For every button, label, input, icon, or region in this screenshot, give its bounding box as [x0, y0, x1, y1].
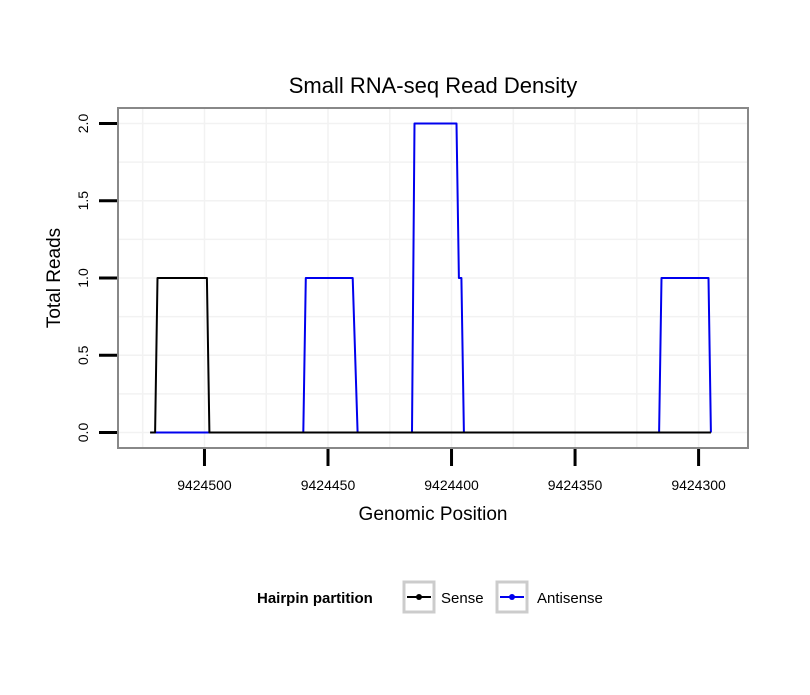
series-lines — [150, 122, 712, 434]
x-axis-label: Genomic Position — [359, 504, 508, 525]
legend: Hairpin partition Sense Antisense — [257, 580, 603, 614]
legend-item-sense: Sense — [402, 580, 484, 614]
y-tick-label-3: 1.5 — [75, 191, 91, 211]
x-tick-label-3: 9424350 — [548, 477, 603, 493]
x-tick-label-0: 9424500 — [177, 477, 232, 493]
series-line-sense — [150, 277, 711, 434]
grid — [118, 108, 748, 448]
x-axis: 9424500 9424450 9424400 9424350 9424300 — [177, 449, 726, 493]
chart-title: Small RNA-seq Read Density — [289, 73, 578, 98]
legend-item-antisense: Antisense — [495, 580, 603, 614]
x-tick-label-2: 9424400 — [424, 477, 479, 493]
y-tick-label-4: 2.0 — [75, 114, 91, 134]
legend-label-antisense: Antisense — [537, 590, 603, 607]
legend-key-sense-point — [416, 594, 422, 600]
y-tick-label-2: 1.0 — [75, 268, 91, 288]
y-tick-label-0: 0.0 — [75, 423, 91, 443]
y-axis-label: Total Reads — [44, 228, 65, 328]
x-tick-label-1: 9424450 — [301, 477, 356, 493]
legend-title: Hairpin partition — [257, 590, 373, 607]
legend-key-antisense-point — [509, 594, 515, 600]
plot-panel-border — [117, 107, 749, 449]
legend-label-sense: Sense — [441, 590, 484, 607]
y-axis: 0.0 0.5 1.0 1.5 2.0 — [75, 114, 117, 443]
x-tick-label-4: 9424300 — [671, 477, 726, 493]
y-tick-label-1: 0.5 — [75, 345, 91, 365]
